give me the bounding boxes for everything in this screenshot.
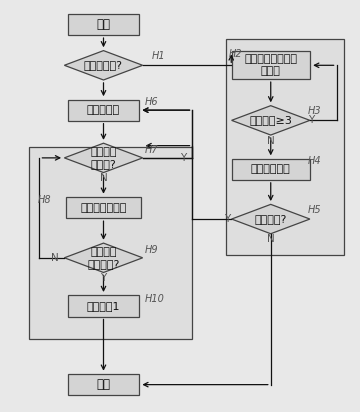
- Bar: [226, 39, 344, 255]
- Text: 采集传感器数据: 采集传感器数据: [80, 203, 127, 213]
- Text: Y: Y: [100, 273, 107, 283]
- Text: Y: Y: [180, 153, 187, 163]
- Bar: [66, 197, 141, 218]
- Text: H7: H7: [144, 145, 158, 155]
- Bar: [231, 159, 310, 180]
- Text: N: N: [267, 136, 275, 146]
- Bar: [68, 100, 139, 121]
- Text: 采集次数≥3: 采集次数≥3: [249, 115, 292, 125]
- Text: N: N: [51, 253, 59, 263]
- Polygon shape: [231, 204, 310, 234]
- Bar: [29, 147, 193, 339]
- Text: Y: Y: [224, 214, 230, 224]
- Bar: [68, 14, 139, 35]
- Text: 已设定阈值?: 已设定阈值?: [84, 60, 123, 70]
- Bar: [231, 52, 310, 79]
- Bar: [68, 374, 139, 395]
- Text: 计算测量阈值: 计算测量阈值: [251, 164, 291, 174]
- Polygon shape: [64, 51, 143, 80]
- Text: 启动定时器: 启动定时器: [87, 105, 120, 115]
- Text: 运动模式
匹配成功?: 运动模式 匹配成功?: [87, 247, 120, 269]
- Bar: [68, 295, 139, 316]
- Text: H6: H6: [144, 97, 158, 107]
- Text: H8: H8: [38, 195, 51, 205]
- Text: H1: H1: [152, 51, 165, 61]
- Text: H5: H5: [307, 205, 321, 215]
- Text: N: N: [100, 173, 107, 183]
- Text: H9: H9: [144, 245, 158, 255]
- Text: 结束: 结束: [96, 378, 111, 391]
- Text: H4: H4: [307, 156, 321, 166]
- Text: Y: Y: [308, 115, 314, 125]
- Polygon shape: [64, 143, 143, 173]
- Text: N: N: [267, 234, 275, 244]
- Text: 计数值加1: 计数值加1: [87, 301, 120, 311]
- Text: 开始: 开始: [96, 18, 111, 31]
- Text: H10: H10: [144, 294, 164, 304]
- Polygon shape: [231, 105, 310, 135]
- Text: H3: H3: [307, 106, 321, 116]
- Text: 采集并记录传感数
据数据: 采集并记录传感数 据数据: [244, 54, 297, 77]
- Text: 进入测试?: 进入测试?: [255, 214, 287, 224]
- Text: 定时器是
否到期?: 定时器是 否到期?: [90, 147, 117, 169]
- Polygon shape: [64, 243, 143, 272]
- Text: H2: H2: [229, 49, 243, 59]
